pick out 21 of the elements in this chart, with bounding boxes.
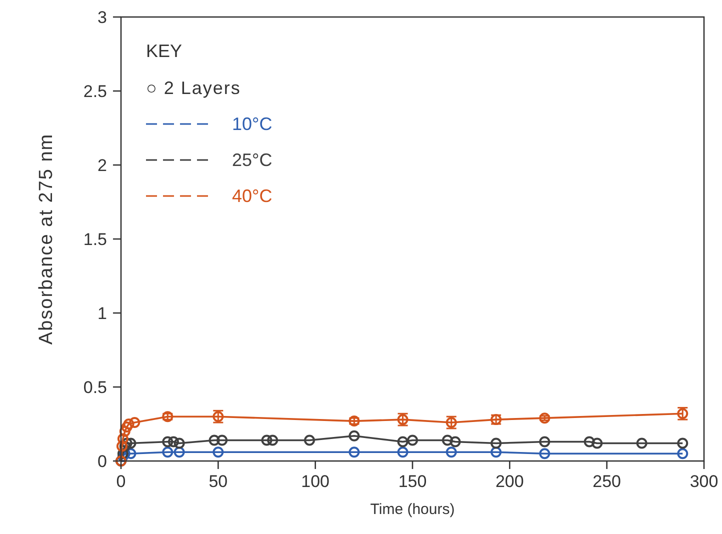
y-tick-label: 0.5 (83, 378, 107, 397)
legend-label: 25°C (232, 150, 272, 170)
y-tick-label: 1 (98, 304, 107, 323)
y-tick-label: 3 (98, 8, 107, 27)
y-axis-title: Absorbance at 275 nm (36, 133, 57, 345)
x-tick-label: 0 (116, 472, 126, 491)
x-tick-label: 50 (208, 472, 228, 491)
x-tick-label: 300 (690, 472, 718, 491)
x-tick-label: 150 (398, 472, 427, 491)
y-tick-label: 1.5 (83, 230, 107, 249)
x-axis-title: Time (hours) (370, 501, 455, 518)
y-tick-label: 0 (98, 452, 107, 471)
legend-label: 10°C (232, 114, 272, 134)
y-tick-label: 2.5 (83, 82, 107, 101)
y-tick-label: 2 (98, 156, 107, 175)
x-tick-label: 100 (301, 472, 330, 491)
legend-title: KEY (146, 41, 182, 61)
x-tick-label: 200 (495, 472, 524, 491)
annotation: ○ 2 Layers (146, 78, 241, 98)
legend-label: 40°C (232, 186, 272, 206)
x-tick-label: 250 (592, 472, 622, 491)
